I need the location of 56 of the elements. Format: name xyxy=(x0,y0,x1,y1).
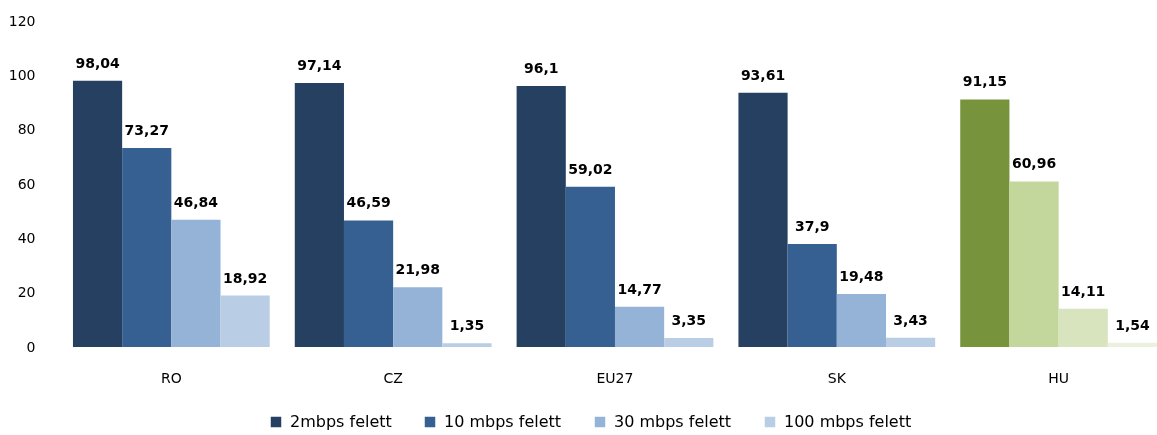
x-tick-label: SK xyxy=(827,369,847,386)
bar xyxy=(171,219,221,347)
data-label: 59,02 xyxy=(568,160,613,177)
bar xyxy=(664,337,714,347)
y-tick-label: 40 xyxy=(17,229,36,246)
bar xyxy=(1009,181,1059,347)
legend-label: 2mbps felett xyxy=(290,412,392,431)
bar xyxy=(836,294,886,347)
data-label: 60,96 xyxy=(1011,155,1057,172)
bar xyxy=(1058,308,1108,347)
data-label: 96,1 xyxy=(523,59,559,76)
data-label: 3,43 xyxy=(893,311,928,328)
bar xyxy=(220,295,270,347)
bar xyxy=(885,337,936,347)
x-tick-label: HU xyxy=(1048,369,1070,386)
bar xyxy=(614,306,665,347)
bar xyxy=(516,85,566,347)
data-label: 14,77 xyxy=(617,280,662,297)
bar xyxy=(787,244,837,347)
y-tick-label: 60 xyxy=(17,175,36,192)
data-label: 98,04 xyxy=(75,54,120,71)
y-tick-label: 80 xyxy=(17,121,36,138)
bar xyxy=(565,186,615,347)
bar xyxy=(72,80,123,347)
data-label: 97,14 xyxy=(297,57,342,74)
y-tick-label: 20 xyxy=(17,284,36,301)
bar xyxy=(294,83,344,347)
legend-label: 30 mbps felett xyxy=(614,412,732,431)
bar xyxy=(122,147,172,347)
data-label: 46,84 xyxy=(173,193,219,210)
y-tick-label: 120 xyxy=(8,12,36,29)
data-label: 19,48 xyxy=(839,268,884,285)
legend-label: 100 mbps felett xyxy=(784,412,912,431)
data-label: 93,61 xyxy=(740,66,786,83)
bar xyxy=(738,92,788,347)
bar xyxy=(393,287,443,347)
y-tick-label: 100 xyxy=(8,66,36,83)
data-label: 3,35 xyxy=(671,311,707,328)
data-label: 73,27 xyxy=(124,121,169,138)
data-label: 91,15 xyxy=(962,73,1007,90)
data-label: 14,11 xyxy=(1061,282,1106,299)
data-label: 1,35 xyxy=(449,317,485,334)
x-tick-label: RO xyxy=(160,369,182,386)
bar xyxy=(343,220,394,347)
data-label: 37,9 xyxy=(794,218,830,235)
x-tick-label: EU27 xyxy=(596,369,634,386)
bar xyxy=(960,99,1010,347)
data-label: 18,92 xyxy=(222,269,268,286)
x-tick-label: CZ xyxy=(383,369,403,386)
legend-label: 10 mbps felett xyxy=(444,412,562,431)
data-label: 21,98 xyxy=(395,261,440,278)
bar xyxy=(442,343,492,347)
bar xyxy=(1107,342,1157,347)
data-label: 46,59 xyxy=(346,194,391,211)
data-label: 1,54 xyxy=(1115,316,1150,333)
y-tick-label: 0 xyxy=(26,338,36,355)
